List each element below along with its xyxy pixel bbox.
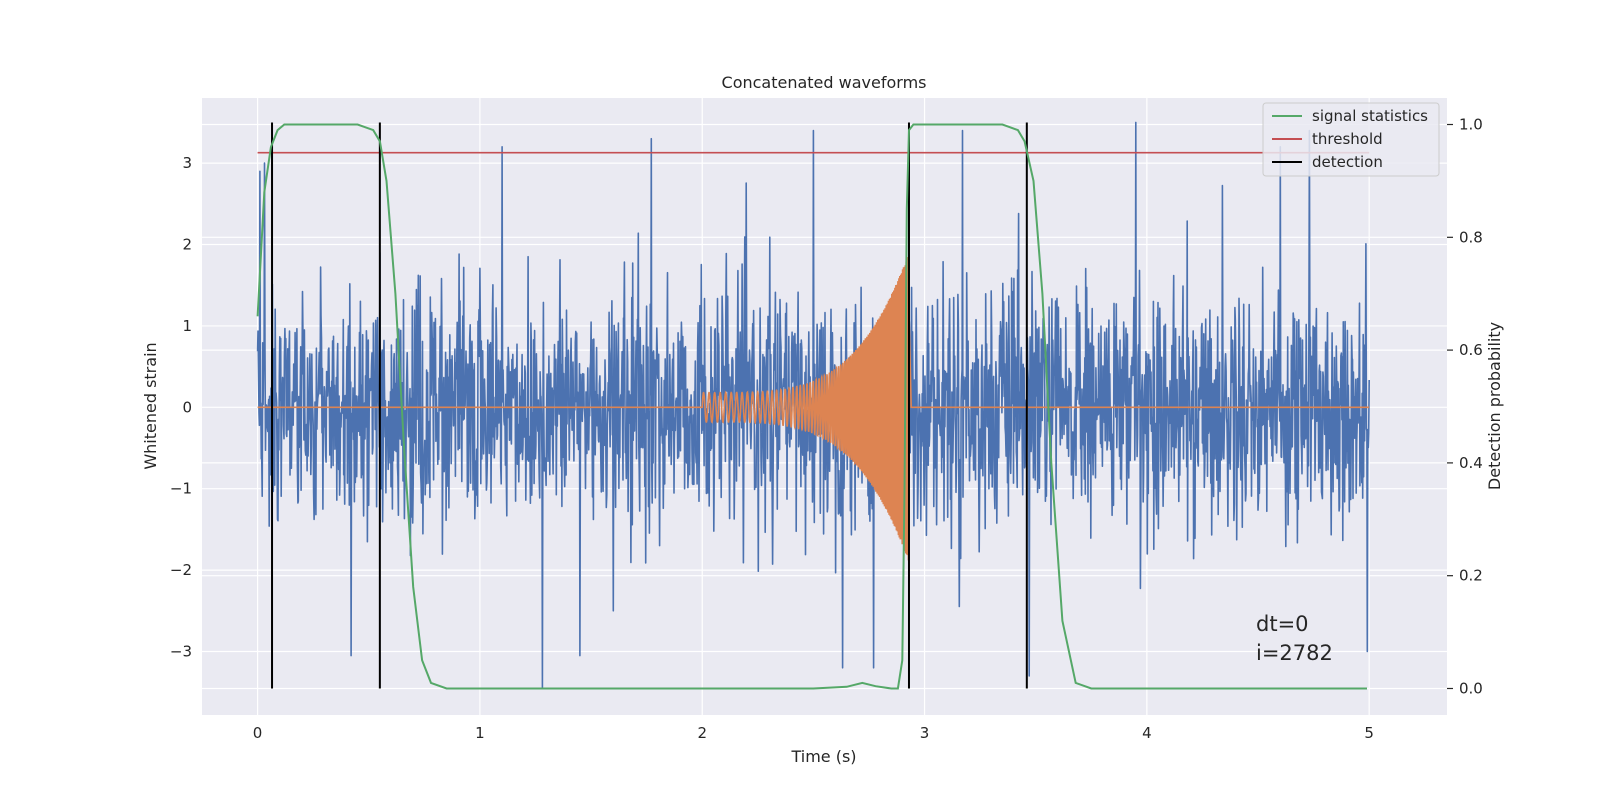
legend: signal statistics threshold detection — [1262, 102, 1440, 177]
detection-lines — [271, 122, 1028, 689]
y-tick-label: −1 — [170, 480, 192, 498]
legend-label-threshold: threshold — [1312, 130, 1383, 148]
legend-label-detection: detection — [1312, 153, 1383, 171]
x-axis-label: Time (s) — [790, 747, 856, 766]
y2-axis-label: Detection probability — [1485, 322, 1504, 490]
signal-statistics-line — [256, 123, 1367, 690]
chart-title: Concatenated waveforms — [722, 73, 927, 92]
y2-tick-label: 0.6 — [1459, 341, 1483, 359]
y-tick-label: 1 — [182, 317, 192, 335]
x-ticks: 0 1 2 3 4 5 — [253, 724, 1374, 742]
y-axis-label: Whitened strain — [141, 342, 160, 469]
y2-tick-label: 0.8 — [1459, 228, 1483, 246]
right-y-ticks: 0.0 0.2 0.4 0.6 0.8 1.0 — [1447, 116, 1483, 697]
left-y-ticks: −3 −2 −1 0 1 2 3 — [170, 154, 192, 660]
y-tick-label: 3 — [182, 154, 192, 172]
chirp-series — [257, 253, 1370, 561]
y-tick-label: −2 — [170, 561, 192, 579]
legend-label-signal-statistics: signal statistics — [1312, 107, 1428, 125]
x-tick-label: 1 — [475, 724, 485, 742]
annotation-index: i=2782 — [1256, 641, 1333, 665]
y2-tick-label: 0.0 — [1459, 679, 1483, 697]
x-tick-label: 2 — [697, 724, 707, 742]
y-tick-label: 2 — [182, 236, 192, 254]
x-tick-label: 3 — [920, 724, 930, 742]
y2-tick-label: 1.0 — [1459, 116, 1483, 134]
x-tick-label: 5 — [1364, 724, 1374, 742]
y-tick-label: −3 — [170, 643, 192, 661]
y2-tick-label: 0.4 — [1459, 454, 1483, 472]
y-tick-label: 0 — [182, 398, 192, 416]
noise-series — [256, 121, 1370, 689]
x-tick-label: 4 — [1142, 724, 1152, 742]
x-tick-label: 0 — [253, 724, 263, 742]
y2-tick-label: 0.2 — [1459, 567, 1483, 585]
annotation-dt: dt=0 — [1256, 612, 1309, 636]
legend-box — [1262, 102, 1440, 177]
